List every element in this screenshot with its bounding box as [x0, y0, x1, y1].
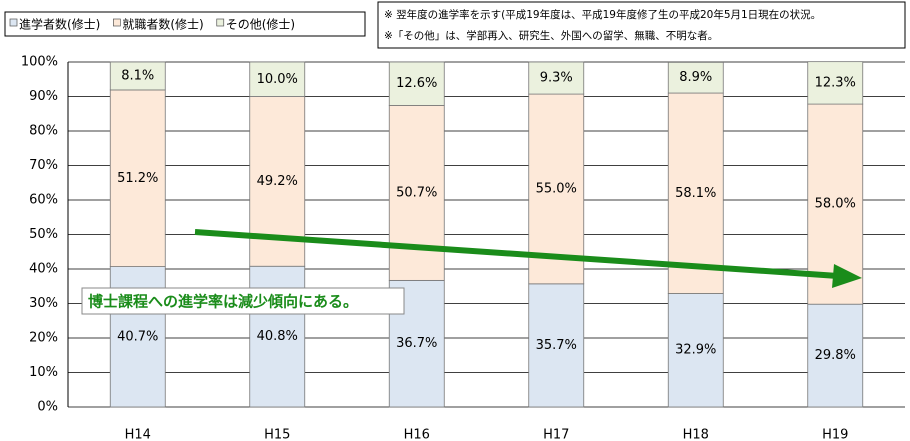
- bar-segment: [807, 303, 864, 408]
- value-label: 51.2%: [117, 171, 158, 186]
- value-label: 50.7%: [396, 185, 437, 200]
- value-label: 58.1%: [675, 186, 716, 201]
- value-label: 40.7%: [117, 329, 158, 344]
- bar-segment: [667, 61, 724, 94]
- y-tick-label: 80%: [29, 124, 58, 139]
- y-tick-label: 100%: [21, 55, 58, 70]
- value-label: 35.7%: [536, 338, 577, 353]
- bar-segment: [109, 61, 166, 91]
- bar-segment: [528, 93, 585, 285]
- value-label: 8.9%: [679, 70, 712, 85]
- value-label: 58.0%: [815, 197, 856, 212]
- legend-label: その他(修士): [226, 17, 295, 32]
- value-label: 12.3%: [815, 75, 856, 90]
- y-tick-label: 90%: [29, 89, 58, 104]
- legend-label: 就職者数(修士): [122, 17, 203, 32]
- legend-swatch: [113, 18, 121, 27]
- x-tick-label: H14: [125, 428, 151, 441]
- value-label: 40.8%: [257, 329, 298, 344]
- value-label: 9.3%: [540, 71, 573, 86]
- bar-segment: [667, 92, 724, 294]
- x-tick-label: H19: [822, 428, 848, 441]
- x-tick-label: H17: [543, 428, 569, 441]
- value-label: 55.0%: [536, 181, 577, 196]
- bar-segment: [249, 61, 306, 97]
- note: ※ 翌年度の進学率を示す(平成19年度は、平成19年度修了生の平成20年5月1日…: [384, 8, 821, 21]
- y-tick-label: 60%: [29, 193, 58, 208]
- y-tick-label: 40%: [29, 262, 58, 277]
- x-tick-label: H18: [683, 428, 709, 441]
- legend-swatch: [216, 18, 225, 27]
- legend-swatch: [9, 18, 18, 27]
- y-tick-label: 10%: [29, 365, 58, 380]
- value-label: 32.9%: [675, 343, 716, 358]
- value-label: 49.2%: [257, 174, 298, 189]
- y-tick-label: 30%: [29, 296, 58, 311]
- bar-segment: [528, 283, 585, 408]
- annotation: 博士課程への進学率は減少傾向にある。: [88, 293, 358, 311]
- arrow-head: [832, 264, 862, 288]
- legend-label: 進学者数(修士): [19, 17, 100, 32]
- annotation-box: [81, 287, 405, 315]
- y-tick-label: 0%: [37, 400, 58, 415]
- notes-box: [377, 1, 906, 49]
- x-tick-label: H16: [404, 428, 430, 441]
- bar-segment: [528, 61, 585, 95]
- bar-segment: [667, 293, 724, 408]
- y-tick-label: 70%: [29, 158, 58, 173]
- value-label: 8.1%: [121, 68, 154, 83]
- y-tick-label: 20%: [29, 331, 58, 346]
- value-label: 10.0%: [257, 72, 298, 87]
- x-tick-label: H15: [264, 428, 290, 441]
- value-label: 36.7%: [396, 336, 437, 351]
- bar-segment: [388, 61, 445, 106]
- y-tick-label: 50%: [29, 227, 58, 242]
- bar-segment: [807, 61, 864, 105]
- trend-arrow: [194, 229, 839, 279]
- note: ※「その他」は、学部再入、研究生、外国への留学、無職、不明な者。: [384, 29, 718, 42]
- value-label: 29.8%: [815, 348, 856, 363]
- legend-box: [4, 11, 366, 37]
- value-label: 12.6%: [396, 76, 437, 91]
